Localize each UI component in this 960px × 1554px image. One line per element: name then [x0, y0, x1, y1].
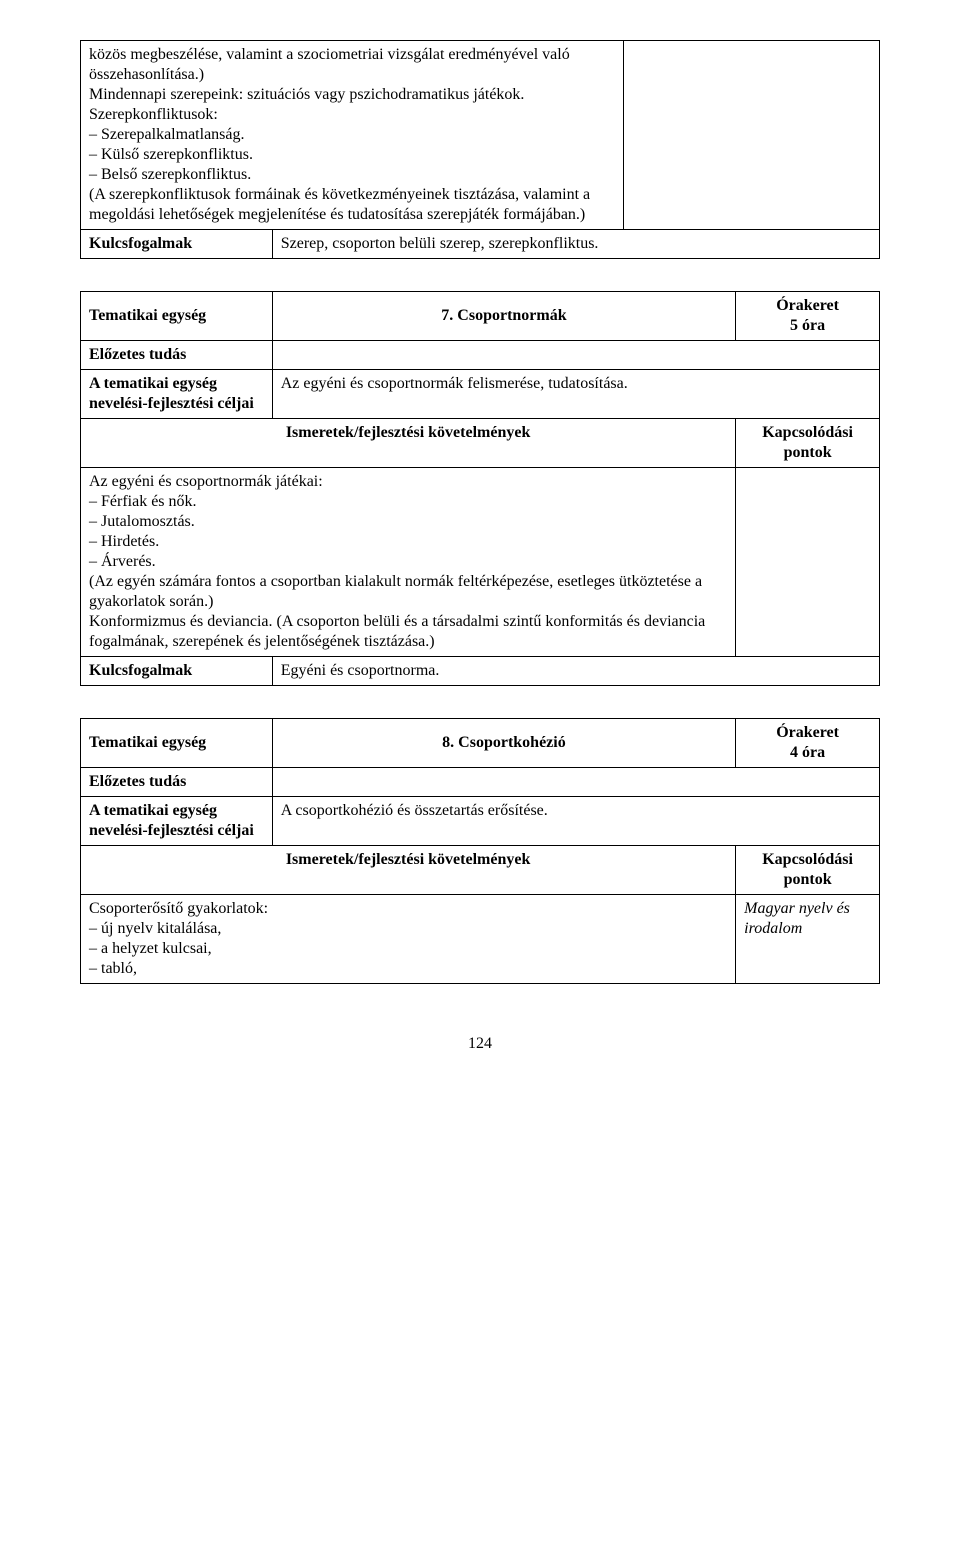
- kapcsolodasi-header: Kapcsolódási pontok: [736, 846, 880, 895]
- kulcsfogalmak-label: Kulcsfogalmak: [81, 230, 273, 259]
- tematikai-label: Tematikai egység: [81, 719, 273, 768]
- table2-kapcs-empty: [736, 468, 880, 657]
- para: közös megbeszélése, valamint a szociomet…: [89, 45, 615, 85]
- para: (A szerepkonfliktusok formáinak és követ…: [89, 185, 615, 225]
- table1-rightcell-empty: [624, 41, 880, 230]
- para: Az egyéni és csoportnormák játékai:: [89, 472, 727, 492]
- unit-title: 8. Csoportkohézió: [272, 719, 735, 768]
- tematikai-label: Tematikai egység: [81, 292, 273, 341]
- celok-value: A csoportkohézió és összetartás erősítés…: [272, 797, 879, 846]
- celok-label: A tematikai egység nevelési-fejlesztési …: [81, 370, 273, 419]
- orakeret-cell: Órakeret 5 óra: [736, 292, 880, 341]
- ismeretek-header: Ismeretek/fejlesztési követelmények: [81, 419, 736, 468]
- list-item: új nyelv kitalálása,: [89, 919, 727, 939]
- kulcsfogalmak-value: Szerep, csoporton belüli szerep, szerepk…: [272, 230, 879, 259]
- orakeret-value: 4 óra: [744, 743, 871, 763]
- para: Csoporterősítő gyakorlatok:: [89, 899, 727, 919]
- list-item: Belső szerepkonfliktus.: [89, 165, 615, 185]
- celok-value: Az egyéni és csoportnormák felismerése, …: [272, 370, 879, 419]
- table3-kapcs-value: Magyar nyelv és irodalom: [736, 895, 880, 984]
- orakeret-value: 5 óra: [744, 316, 871, 336]
- table1-topcell: közös megbeszélése, valamint a szociomet…: [81, 41, 624, 230]
- table2-body: Az egyéni és csoportnormák játékai: Férf…: [81, 468, 736, 657]
- table-csoportkohezio: Tematikai egység 8. Csoportkohézió Órake…: [80, 718, 880, 984]
- elozetes-label: Előzetes tudás: [81, 341, 273, 370]
- unit-title: 7. Csoportnormák: [272, 292, 735, 341]
- table3-body: Csoporterősítő gyakorlatok: új nyelv kit…: [81, 895, 736, 984]
- table-csoportnormak: Tematikai egység 7. Csoportnormák Óraker…: [80, 291, 880, 686]
- list-item: tabló,: [89, 959, 727, 979]
- list-item: Szerepalkalmatlanság.: [89, 125, 615, 145]
- elozetes-label: Előzetes tudás: [81, 768, 273, 797]
- orakeret-label: Órakeret: [744, 296, 871, 316]
- orakeret-cell: Órakeret 4 óra: [736, 719, 880, 768]
- list-item: Külső szerepkonfliktus.: [89, 145, 615, 165]
- celok-label: A tematikai egység nevelési-fejlesztési …: [81, 797, 273, 846]
- ismeretek-header: Ismeretek/fejlesztési követelmények: [81, 846, 736, 895]
- list-item: Árverés.: [89, 552, 727, 572]
- para: (Az egyén számára fontos a csoportban ki…: [89, 572, 727, 612]
- para: Szerepkonfliktusok:: [89, 105, 615, 125]
- page-number: 124: [80, 1034, 880, 1054]
- para: Konformizmus és deviancia. (A csoporton …: [89, 612, 727, 652]
- orakeret-label: Órakeret: [744, 723, 871, 743]
- kulcsfogalmak-label: Kulcsfogalmak: [81, 657, 273, 686]
- elozetes-value-empty: [272, 341, 879, 370]
- table-szerepkonfliktus: közös megbeszélése, valamint a szociomet…: [80, 40, 880, 259]
- kapcsolodasi-header: Kapcsolódási pontok: [736, 419, 880, 468]
- bullet-list: új nyelv kitalálása, a helyzet kulcsai, …: [89, 919, 727, 979]
- list-item: a helyzet kulcsai,: [89, 939, 727, 959]
- list-item: Jutalomosztás.: [89, 512, 727, 532]
- para: Mindennapi szerepeink: szituációs vagy p…: [89, 85, 615, 105]
- bullet-list: Férfiak és nők. Jutalomosztás. Hirdetés.…: [89, 492, 727, 572]
- kulcsfogalmak-value: Egyéni és csoportnorma.: [272, 657, 879, 686]
- list-item: Férfiak és nők.: [89, 492, 727, 512]
- elozetes-value-empty: [272, 768, 879, 797]
- list-item: Hirdetés.: [89, 532, 727, 552]
- bullet-list: Szerepalkalmatlanság. Külső szerepkonfli…: [89, 125, 615, 185]
